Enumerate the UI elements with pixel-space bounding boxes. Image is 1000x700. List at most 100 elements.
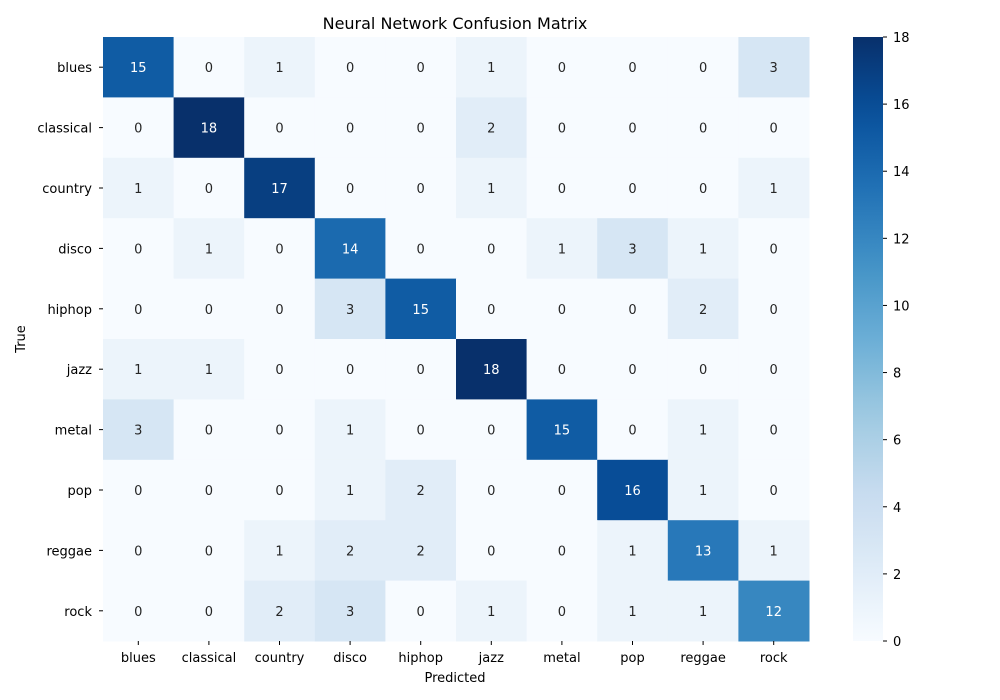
cell-value-label: 0 <box>770 242 778 257</box>
colorbar-tick-label: 8 <box>893 367 901 382</box>
heatmap-cell <box>314 459 386 521</box>
heatmap-cell <box>738 459 810 521</box>
heatmap-cell <box>526 97 598 159</box>
heatmap-cell <box>244 399 316 461</box>
cell-value-label: 0 <box>770 122 778 137</box>
colorbar-tick-label: 12 <box>893 232 910 247</box>
heatmap-cell <box>244 459 316 521</box>
cell-value-label: 0 <box>275 363 283 378</box>
cell-value-label: 1 <box>699 484 707 499</box>
cell-value-label: 0 <box>558 122 566 137</box>
heatmap-cell <box>738 339 810 400</box>
cell-value-label: 0 <box>487 242 495 257</box>
colorbar-tick-label: 16 <box>893 98 910 113</box>
heatmap-cell <box>597 339 669 400</box>
cell-value-label: 0 <box>770 363 778 378</box>
colorbar-tick-label: 2 <box>893 568 901 583</box>
heatmap-cell <box>103 520 175 582</box>
y-tick-label: classical <box>37 122 92 137</box>
heatmap-cell <box>456 278 528 340</box>
cell-value-label: 0 <box>699 61 707 76</box>
heatmap-cell <box>314 339 386 400</box>
cell-value-label: 1 <box>699 424 707 439</box>
chart-title: Neural Network Confusion Matrix <box>323 14 588 33</box>
heatmap-cell <box>173 278 245 340</box>
heatmap-cell <box>314 97 386 159</box>
x-tick-label: hiphop <box>398 651 443 666</box>
heatmap-cell <box>526 399 598 461</box>
cell-value-label: 3 <box>346 303 354 318</box>
cell-value-label: 0 <box>275 122 283 137</box>
cell-value-label: 1 <box>558 242 566 257</box>
heatmap-cell <box>385 97 457 159</box>
colorbar-tick-label: 10 <box>893 299 910 314</box>
x-axis: blues classical country disco hiphop jazz meta… <box>121 641 788 666</box>
cell-value-label: 0 <box>275 424 283 439</box>
cell-value-label: 0 <box>628 61 636 76</box>
heatmap-cell <box>385 218 457 280</box>
heatmap-cell <box>738 97 810 159</box>
cell-value-label: 0 <box>558 605 566 620</box>
cell-value-label: 1 <box>275 61 283 76</box>
heatmap-cell <box>456 218 528 280</box>
cell-value-label: 1 <box>346 484 354 499</box>
heatmap-cell <box>667 278 739 340</box>
cell-value-label: 0 <box>205 303 213 318</box>
y-tick-label: reggae <box>46 544 92 559</box>
cell-value-label: 1 <box>628 605 636 620</box>
cell-value-label: 18 <box>201 122 218 137</box>
cell-value-label: 0 <box>417 122 425 137</box>
cell-value-label: 1 <box>770 544 778 559</box>
x-tick-label: disco <box>333 651 367 666</box>
cell-value-label: 0 <box>275 303 283 318</box>
heatmap-cell <box>314 520 386 582</box>
cell-value-label: 0 <box>699 122 707 137</box>
heatmap-cell <box>667 97 739 159</box>
y-tick-label: country <box>42 182 92 197</box>
cell-value-label: 0 <box>134 242 142 257</box>
cell-value-label: 0 <box>628 122 636 137</box>
cell-value-label: 0 <box>558 182 566 197</box>
heatmap-cell <box>314 218 386 280</box>
heatmap-cell <box>244 97 316 159</box>
heatmap-cell <box>103 157 175 219</box>
cell-value-label: 1 <box>699 242 707 257</box>
cell-value-label: 0 <box>628 424 636 439</box>
x-tick-label: classical <box>182 651 237 666</box>
heatmap-cell <box>173 399 245 461</box>
cell-value-label: 0 <box>417 605 425 620</box>
cell-value-label: 0 <box>770 484 778 499</box>
heatmap-cell <box>173 520 245 582</box>
heatmap-cell <box>103 37 175 98</box>
cell-value-label: 1 <box>770 182 778 197</box>
cell-value-label: 18 <box>483 363 500 378</box>
heatmap-cell <box>385 278 457 340</box>
cell-value-label: 0 <box>134 544 142 559</box>
y-tick-label: disco <box>58 242 92 257</box>
x-tick-label: reggae <box>680 651 726 666</box>
x-tick-label: jazz <box>478 651 504 666</box>
heatmap-cell <box>244 218 316 280</box>
cell-value-label: 0 <box>205 544 213 559</box>
heatmap-cell <box>526 580 598 642</box>
cell-value-label: 0 <box>205 484 213 499</box>
cell-value-label: 13 <box>695 544 712 559</box>
heatmap-cell <box>738 580 810 642</box>
cell-value-label: 0 <box>487 303 495 318</box>
cell-value-label: 2 <box>417 484 425 499</box>
heatmap-cell <box>738 37 810 98</box>
heatmap-cell <box>173 339 245 400</box>
y-tick-label: hiphop <box>47 303 92 318</box>
cell-value-label: 3 <box>346 605 354 620</box>
x-tick-label: blues <box>121 651 156 666</box>
heatmap-cell <box>667 157 739 219</box>
cell-value-label: 12 <box>765 605 782 620</box>
cell-value-label: 2 <box>275 605 283 620</box>
heatmap-cell <box>667 218 739 280</box>
cell-value-label: 16 <box>624 484 641 499</box>
cell-value-label: 0 <box>699 182 707 197</box>
y-tick-label: blues <box>57 61 92 76</box>
heatmap-cell <box>385 580 457 642</box>
heatmap-cell <box>244 580 316 642</box>
cell-value-label: 1 <box>346 424 354 439</box>
